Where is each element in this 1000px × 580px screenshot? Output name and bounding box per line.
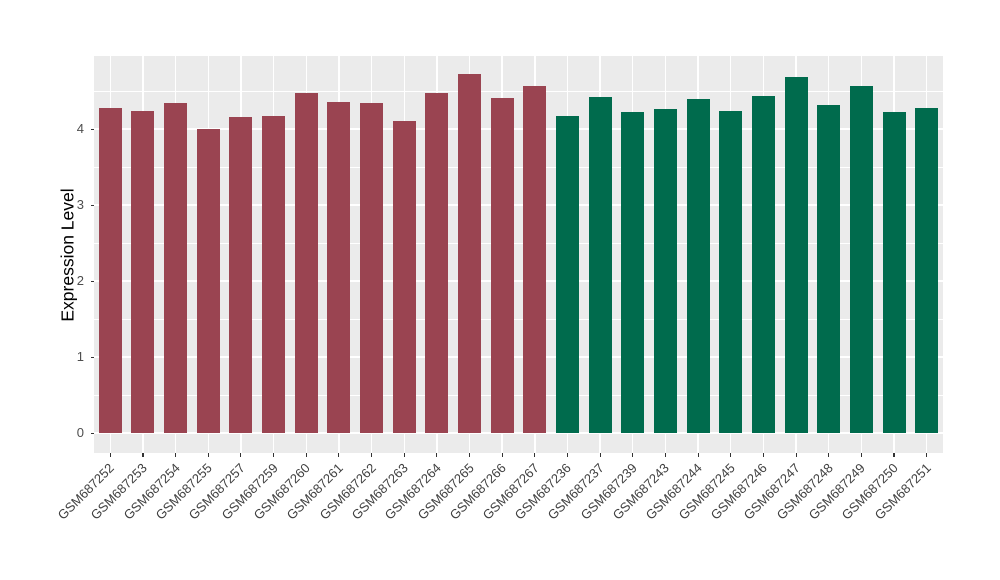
y-tick-mark: [90, 356, 94, 358]
bar-GSM687267: [523, 86, 547, 433]
bar-GSM687264: [425, 92, 449, 433]
gridline-major-y: [94, 432, 943, 434]
bar-GSM687257: [229, 116, 253, 433]
y-tick-label: 3: [76, 197, 84, 212]
y-tick-label: 4: [76, 121, 84, 136]
y-tick-label: 1: [76, 349, 84, 364]
x-tick-mark: [109, 453, 111, 457]
x-tick-mark: [142, 453, 144, 457]
bar-GSM687265: [458, 74, 482, 433]
x-tick-mark: [566, 453, 569, 457]
y-tick-mark: [90, 280, 94, 282]
x-tick-mark: [468, 453, 471, 457]
bar-GSM687261: [327, 102, 351, 433]
bar-GSM687244: [686, 98, 710, 433]
bar-GSM687260: [294, 93, 318, 433]
x-tick-mark: [730, 453, 732, 457]
bar-GSM687266: [490, 97, 514, 433]
x-tick-mark: [762, 453, 764, 457]
bar-GSM687243: [653, 109, 677, 433]
bar-GSM687236: [555, 116, 579, 433]
gridline-major-y: [94, 204, 943, 206]
bar-GSM687255: [196, 129, 220, 433]
bar-GSM687254: [164, 103, 188, 433]
gridline-minor-y: [94, 394, 943, 396]
gridline-minor-y: [94, 242, 943, 244]
y-tick-mark: [90, 128, 94, 130]
bar-GSM687245: [719, 110, 743, 433]
x-tick-mark: [403, 453, 405, 457]
y-tick-mark: [90, 432, 94, 434]
x-tick-mark: [534, 453, 536, 457]
x-tick-mark: [501, 453, 503, 457]
bar-GSM687253: [131, 110, 155, 433]
gridline-major-y: [94, 280, 943, 282]
x-tick-mark: [664, 453, 666, 457]
gridline-major-y: [94, 356, 943, 358]
x-tick-mark: [926, 453, 928, 457]
x-tick-mark: [436, 453, 438, 457]
x-tick-mark: [338, 453, 340, 457]
gridline-minor-y: [94, 318, 943, 320]
y-tick-label: 2: [76, 273, 84, 288]
bar-GSM687246: [751, 95, 775, 433]
bar-GSM687249: [849, 86, 873, 433]
bar-GSM687237: [588, 97, 612, 433]
bar-GSM687252: [98, 108, 122, 433]
gridline-major-y: [94, 128, 943, 130]
x-tick-mark: [860, 453, 862, 457]
bar-GSM687247: [784, 76, 808, 433]
bar-GSM687248: [817, 105, 841, 433]
x-tick-mark: [207, 453, 209, 457]
x-tick-mark: [240, 453, 242, 457]
bar-GSM687251: [915, 108, 939, 433]
x-tick-mark: [795, 453, 797, 457]
x-tick-mark: [632, 453, 634, 457]
x-tick-mark: [697, 453, 699, 457]
bar-GSM687239: [621, 112, 645, 433]
y-tick-label: 0: [76, 425, 84, 440]
bar-GSM687263: [392, 121, 416, 433]
bar-GSM687262: [360, 103, 384, 433]
bar-GSM687259: [262, 116, 286, 433]
gridline-minor-y: [94, 90, 943, 92]
x-tick-mark: [599, 453, 601, 457]
x-tick-mark: [893, 453, 895, 457]
plot-panel: [94, 56, 943, 453]
x-tick-mark: [305, 453, 307, 457]
bar-GSM687250: [882, 112, 906, 433]
y-tick-mark: [90, 204, 94, 206]
x-tick-mark: [371, 453, 373, 457]
x-tick-mark: [273, 453, 275, 457]
x-tick-mark: [175, 453, 177, 457]
x-tick-mark: [828, 453, 830, 457]
gridline-minor-y: [94, 166, 943, 168]
